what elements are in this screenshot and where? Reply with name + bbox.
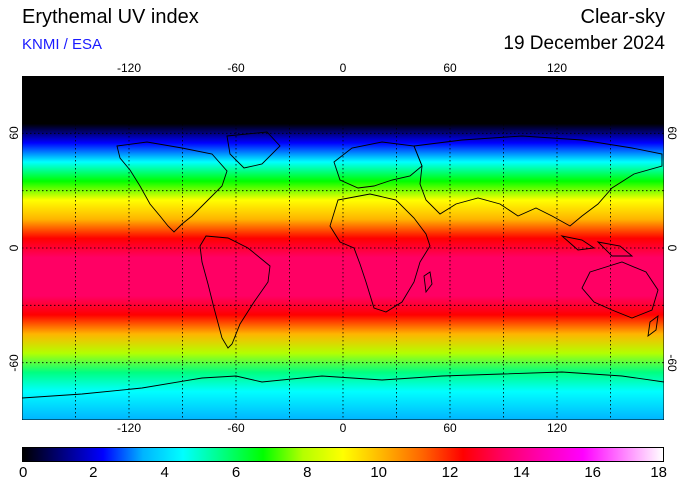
data-credit: KNMI / ESA bbox=[22, 36, 103, 53]
lon-tick-bottom: -120 bbox=[116, 421, 142, 435]
map-title: Erythemal UV index bbox=[22, 6, 199, 28]
lat-tick-left: 60 bbox=[7, 126, 21, 141]
lat-tick-left: -60 bbox=[7, 353, 21, 372]
lat-lon-grid bbox=[22, 76, 664, 420]
lon-tick-top: -60 bbox=[227, 61, 245, 75]
lon-tick-top: 60 bbox=[443, 61, 457, 75]
coastlines bbox=[22, 131, 664, 399]
uv-map-canvas bbox=[22, 76, 664, 420]
lon-tick-top: 120 bbox=[546, 61, 568, 75]
colorbar-tick-label: 0 bbox=[19, 464, 28, 481]
colorbar-tick-label: 16 bbox=[584, 464, 601, 481]
colorbar-tick-label: 12 bbox=[441, 464, 459, 481]
map-date: 19 December 2024 bbox=[503, 33, 665, 54]
colorbar-tick-label: 10 bbox=[370, 464, 387, 481]
colorbar-tick-label: 8 bbox=[303, 464, 312, 481]
lon-tick-bottom: 120 bbox=[546, 421, 568, 435]
lon-tick-bottom: 60 bbox=[443, 421, 457, 435]
lat-tick-right: 60 bbox=[665, 126, 679, 141]
lat-tick-left: 0 bbox=[7, 244, 21, 252]
lat-tick-right: -60 bbox=[665, 353, 679, 372]
lat-tick-right: 0 bbox=[665, 244, 679, 252]
colorbar-tick-label: 2 bbox=[89, 464, 98, 481]
lon-tick-top: 0 bbox=[339, 61, 347, 75]
colorbar-tick-label: 18 bbox=[650, 464, 667, 481]
lon-tick-bottom: 0 bbox=[339, 421, 347, 435]
colorbar-tick-label: 6 bbox=[231, 464, 241, 481]
sky-condition-label: Clear-sky bbox=[580, 6, 665, 28]
colorbar-tick-label: 4 bbox=[160, 464, 169, 481]
lon-tick-bottom: -60 bbox=[227, 421, 245, 435]
uv-map bbox=[22, 76, 664, 420]
uv-colorbar bbox=[22, 447, 664, 462]
colorbar-tick-label: 14 bbox=[512, 464, 530, 481]
lon-tick-top: -120 bbox=[116, 61, 142, 75]
